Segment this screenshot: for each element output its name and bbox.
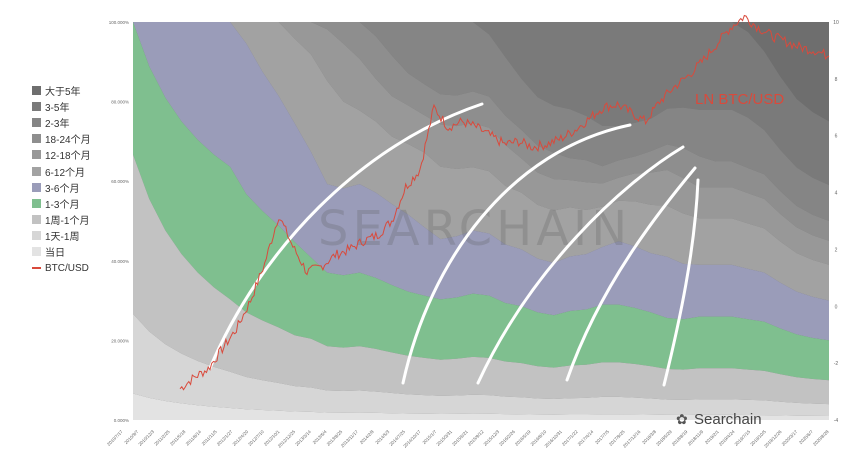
legend-swatch: [32, 85, 41, 95]
x-tick-label: 2019/12/26: [763, 429, 783, 449]
legend-label: 2-3年: [45, 118, 70, 130]
area-当日: [133, 393, 829, 420]
y-right-tick-label: 0: [835, 304, 838, 310]
y-left-tick-label: 80.000%: [111, 100, 129, 105]
legend-label: 当日: [45, 248, 65, 260]
x-tick-label: 2013/11/17: [340, 429, 360, 449]
legend-swatch: [32, 247, 41, 257]
legend-label: 1天-1周: [45, 232, 80, 244]
x-tick-label: 2016/10/31: [544, 429, 564, 449]
white-arc: [476, 145, 685, 385]
x-tick-label: 2018/8/19: [671, 429, 689, 447]
legend-swatch: [32, 134, 41, 144]
y-axis-right: -4 -2 0 2 4 6 8 10: [833, 20, 839, 424]
legend-item: 6-12个月: [32, 163, 142, 179]
legend-label: 3-5年: [45, 102, 70, 114]
x-tick-label: 2010/12/3: [137, 429, 155, 447]
searchain-logo: ✿ Searchain: [676, 411, 762, 428]
y-right-tick-label: 6: [835, 134, 838, 140]
y-right-tick-label: -4: [834, 418, 839, 424]
legend-swatch: [32, 150, 41, 160]
y-left-tick-label: 100.000%: [109, 20, 129, 25]
legend-label: 6-12个月: [45, 167, 86, 179]
legend-item: 1-3个月: [32, 195, 142, 211]
y-right-tick-label: 4: [835, 191, 838, 197]
area-6-12个月: [133, 22, 829, 301]
legend-item: 大于5年: [32, 82, 142, 98]
white-arcs: [208, 102, 700, 387]
area-12-18个月: [133, 22, 829, 265]
area-3-6个月: [133, 22, 829, 341]
y-right-tick-label: 8: [835, 77, 838, 83]
legend-item: 当日: [32, 244, 142, 260]
x-tick-label: 2011/8/14: [185, 429, 203, 447]
legend-swatch: [32, 166, 41, 176]
y-right-tick-label: 2: [835, 247, 838, 253]
btc-price-path: [179, 14, 830, 391]
legend-swatch: [32, 117, 41, 127]
white-arc: [208, 102, 484, 370]
x-tick-label: 2011/5/18: [169, 429, 187, 447]
x-tick-label: 2014/2/8: [359, 429, 375, 445]
legend-label: 大于5年: [45, 86, 81, 98]
y-right-tick-label: -2: [834, 361, 839, 367]
x-tick-label: 2018/11/9: [687, 429, 705, 447]
x-tick-label: 2017/12/16: [622, 429, 642, 449]
x-tick-label: 2017/4/14: [577, 429, 595, 447]
white-arc: [662, 178, 700, 387]
legend: 大于5年 3-5年 2-3年 18-24个月 12-18个月 6-12个月 3-6个月 1-3…: [32, 82, 142, 276]
legend-label: 18-24个月: [45, 135, 91, 147]
x-tick-label: 2011/2/25: [153, 429, 171, 447]
legend-item: 3-6个月: [32, 179, 142, 195]
legend-label: 12-18个月: [45, 151, 91, 163]
area-1-3个月: [133, 22, 829, 381]
x-axis-ticks: 2010/7/17 2010/9/72010/12/32011/2/252011/…: [106, 429, 830, 449]
legend-swatch: [32, 101, 41, 111]
legend-label: 3-6个月: [45, 183, 80, 195]
area-2-3年: [133, 22, 829, 221]
logo-text: Searchain: [694, 411, 762, 428]
y-left-tick-label: 20.000%: [111, 338, 129, 343]
white-arc: [565, 166, 697, 382]
legend-item: 12-18个月: [32, 147, 142, 163]
legend-label: BTC/USD: [45, 262, 89, 274]
y-axis-left: 0.000% 20.000% 40.000% 60.000% 80.000% 100.00…: [109, 20, 129, 423]
legend-item: BTC/USD: [32, 260, 142, 276]
legend-swatch: [32, 198, 41, 208]
legend-item: 1天-1周: [32, 228, 142, 244]
legend-item: 2-3年: [32, 114, 142, 130]
btc-price-line: [179, 14, 830, 391]
legend-swatch: [32, 267, 41, 270]
legend-label: 1-3个月: [45, 199, 80, 211]
legend-swatch: [32, 231, 41, 241]
legend-swatch: [32, 215, 41, 225]
legend-label: 1周-1个月: [45, 216, 90, 228]
legend-item: 3-5年: [32, 98, 142, 114]
y-left-tick-label: 60.000%: [111, 179, 129, 184]
y-left-tick-label: 40.000%: [111, 259, 129, 264]
white-arc: [401, 123, 632, 385]
wechat-icon: ✿: [676, 411, 688, 427]
x-tick-label: 2020/8/28: [812, 429, 830, 447]
area-1天-1周: [133, 313, 829, 417]
stacked-areas: [133, 22, 829, 420]
area-1周-1个月: [133, 154, 829, 405]
price-annotation: LN BTC/USD: [695, 91, 784, 108]
x-tick-label: 2013/3/14: [294, 429, 312, 447]
y-left-tick-label: 0.000%: [114, 418, 129, 423]
y-right-tick-label: 10: [833, 20, 839, 26]
legend-item: 1周-1个月: [32, 212, 142, 228]
legend-item: 18-24个月: [32, 131, 142, 147]
x-tick-label: 2014/10/17: [402, 429, 422, 449]
x-tick-label: 2010/7/17: [106, 429, 124, 447]
area-大于5年: [133, 22, 829, 122]
legend-swatch: [32, 182, 41, 192]
area-3-5年: [133, 22, 829, 186]
x-tick-label: 2020/3/17: [781, 429, 799, 447]
x-tick-label: 2012/12/25: [277, 429, 297, 449]
